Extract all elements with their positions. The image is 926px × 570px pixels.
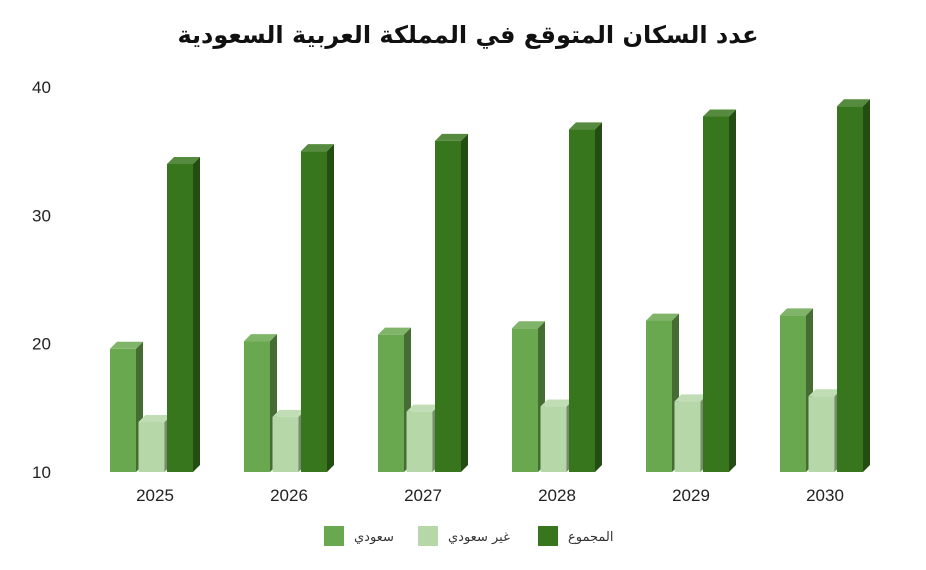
- bar: [272, 409, 306, 472]
- bar-top: [301, 144, 334, 152]
- bar: [110, 341, 143, 472]
- bar-side: [729, 109, 736, 473]
- x-tick-label: 2028: [538, 486, 576, 505]
- bar: [435, 133, 468, 472]
- bar-side: [863, 99, 870, 472]
- legend-item: المجموع: [538, 526, 613, 546]
- legend-label: المجموع: [568, 530, 613, 545]
- y-tick-label: 30: [32, 206, 51, 225]
- bar-side: [461, 133, 468, 472]
- bar-front: [301, 151, 327, 472]
- bar-front: [703, 116, 729, 473]
- bar-side: [193, 157, 200, 472]
- bar-front: [837, 106, 863, 472]
- legend-swatch: [324, 526, 344, 546]
- bar-front: [674, 401, 701, 472]
- bar-top: [540, 399, 574, 407]
- bar-top: [703, 109, 736, 117]
- x-tick-label: 2027: [404, 486, 442, 505]
- bar-top: [272, 409, 306, 417]
- bar-side: [327, 144, 334, 472]
- bar: [540, 399, 574, 472]
- bar: [569, 122, 602, 472]
- bar-top: [138, 414, 172, 422]
- bar-top: [780, 308, 813, 316]
- y-tick-label: 10: [32, 463, 51, 482]
- bar-front: [272, 416, 299, 472]
- bar: [674, 394, 708, 472]
- bar-front: [167, 164, 193, 472]
- bar: [646, 313, 679, 472]
- bar-front: [378, 334, 404, 472]
- y-axis: 10 20 30 40: [32, 78, 51, 482]
- bar: [378, 327, 411, 472]
- bar-front: [244, 341, 270, 472]
- bar-top: [646, 313, 679, 321]
- bar: [301, 144, 334, 472]
- y-tick-label: 20: [32, 335, 51, 354]
- bar: [138, 414, 172, 472]
- bar: [244, 334, 277, 472]
- legend-label: سعودي: [354, 530, 394, 545]
- bar-front: [435, 140, 461, 472]
- bar-front: [138, 421, 165, 472]
- bar-front: [512, 328, 538, 472]
- bar: [837, 99, 870, 472]
- bar-top: [837, 99, 870, 107]
- bar-front: [808, 396, 835, 472]
- bar: [167, 157, 200, 472]
- legend: سعودي غير سعودي المجموع: [324, 526, 613, 546]
- bar-top: [244, 334, 277, 342]
- bar: [512, 321, 545, 472]
- bar-front: [569, 129, 595, 472]
- bar-top: [167, 157, 200, 164]
- bar: [780, 308, 813, 472]
- bar-top: [569, 122, 602, 130]
- x-tick-label: 2026: [270, 486, 308, 505]
- bar-top: [512, 321, 545, 329]
- legend-swatch: [418, 526, 438, 546]
- bar-top: [406, 404, 440, 412]
- legend-item: سعودي: [324, 526, 394, 546]
- legend-label: غير سعودي: [448, 530, 510, 545]
- plot-area: [110, 99, 870, 473]
- bar-front: [406, 411, 433, 472]
- bar: [808, 389, 842, 472]
- legend-swatch: [538, 526, 558, 546]
- legend-item: غير سعودي: [418, 526, 510, 546]
- bar-top: [674, 394, 708, 402]
- bar-top: [435, 133, 468, 141]
- bar-front: [110, 348, 136, 472]
- bar-top: [110, 341, 143, 349]
- x-tick-label: 2029: [672, 486, 710, 505]
- bar-front: [646, 320, 672, 472]
- x-tick-label: 2025: [136, 486, 174, 505]
- bar: [703, 109, 736, 473]
- bar: [406, 404, 440, 472]
- bar-top: [808, 389, 842, 397]
- bar-top: [378, 327, 411, 335]
- bar-side: [595, 122, 602, 472]
- x-axis: 2025 2026 2027 2028 2029 2030: [136, 486, 844, 505]
- chart-title: عدد السكان المتوقع في المملكة العربية ال…: [177, 21, 758, 49]
- bar-front: [540, 406, 567, 472]
- y-tick-label: 40: [32, 78, 51, 97]
- x-tick-label: 2030: [806, 486, 844, 505]
- bar-front: [780, 315, 806, 472]
